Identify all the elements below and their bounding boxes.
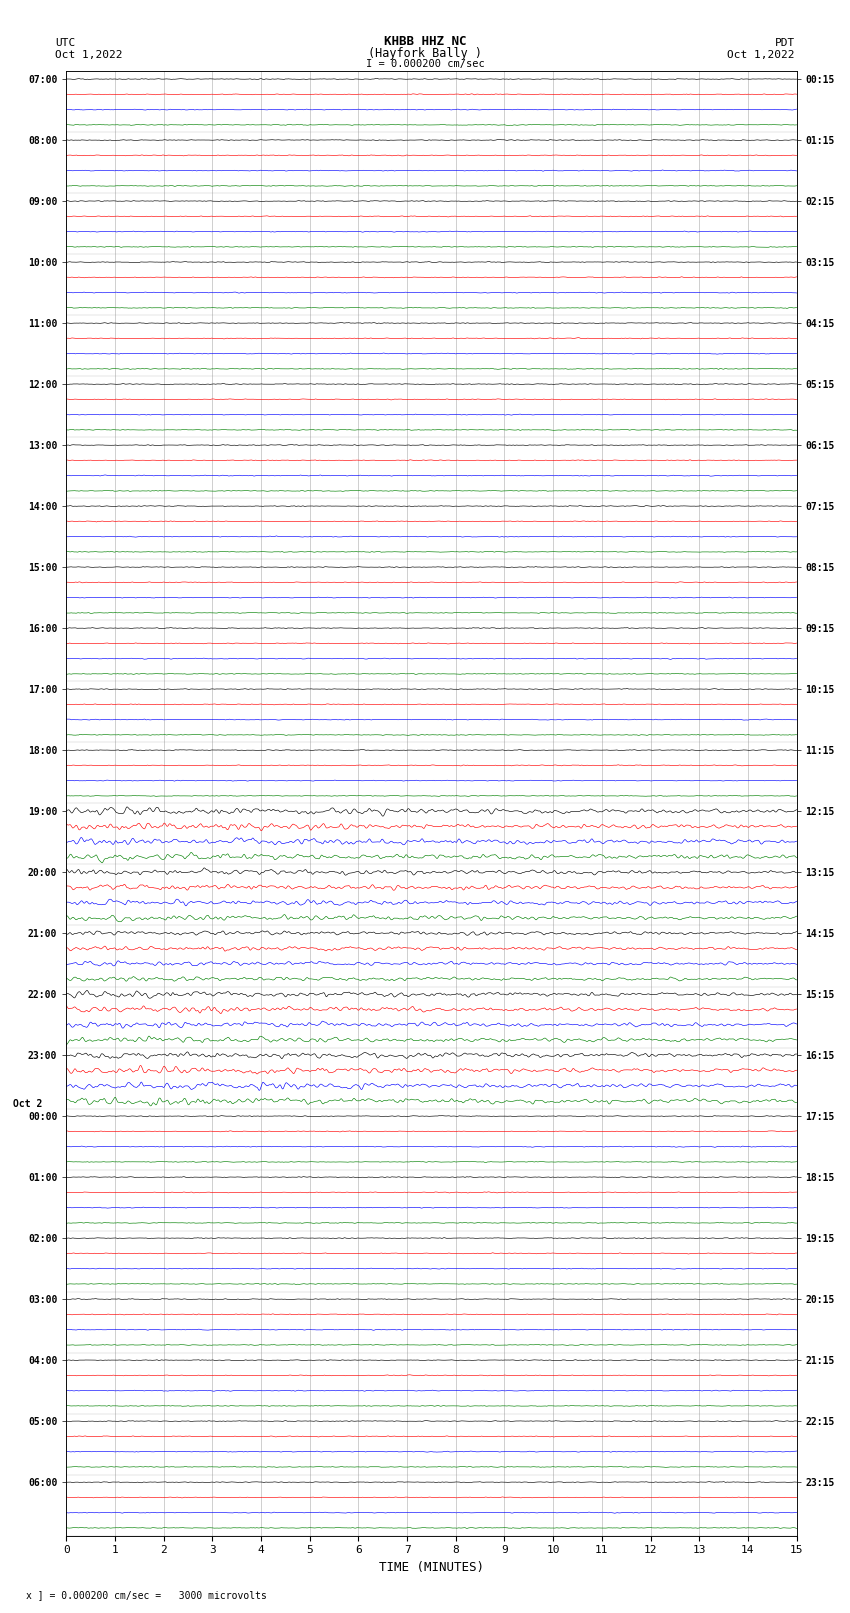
Text: UTC: UTC xyxy=(55,39,76,48)
X-axis label: TIME (MINUTES): TIME (MINUTES) xyxy=(379,1561,484,1574)
Text: Oct 2: Oct 2 xyxy=(13,1098,42,1108)
Text: PDT: PDT xyxy=(774,39,795,48)
Text: Oct 1,2022: Oct 1,2022 xyxy=(55,50,122,60)
Text: (Hayfork Bally ): (Hayfork Bally ) xyxy=(368,47,482,60)
Text: Oct 1,2022: Oct 1,2022 xyxy=(728,50,795,60)
Text: I = 0.000200 cm/sec: I = 0.000200 cm/sec xyxy=(366,60,484,69)
Text: x ] = 0.000200 cm/sec =   3000 microvolts: x ] = 0.000200 cm/sec = 3000 microvolts xyxy=(26,1590,266,1600)
Text: KHBB HHZ NC: KHBB HHZ NC xyxy=(383,35,467,48)
